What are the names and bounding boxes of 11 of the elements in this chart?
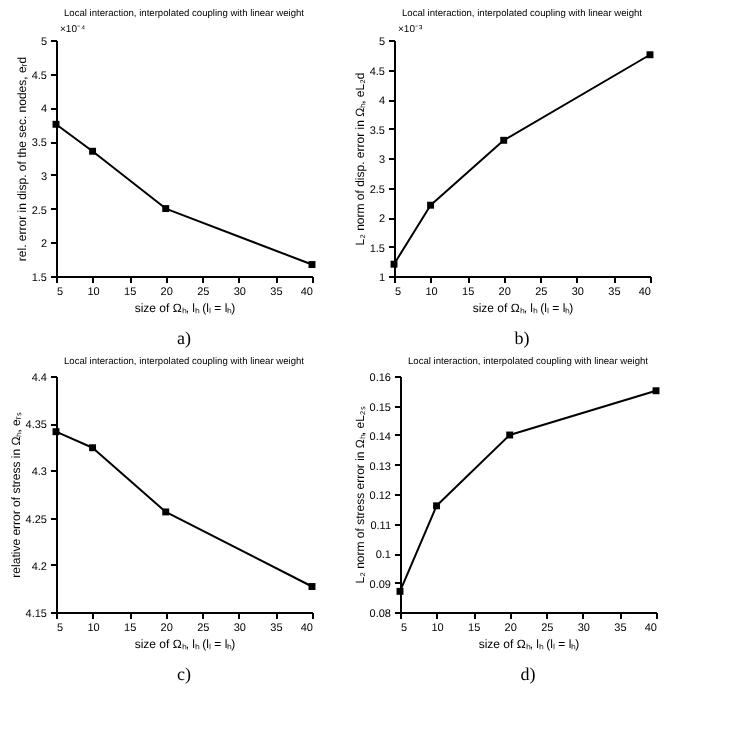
text: b) (514, 328, 530, 348)
point (89, 444, 97, 452)
point (427, 201, 435, 209)
point (500, 136, 508, 144)
point (433, 502, 441, 510)
point (89, 147, 97, 155)
text: d) (520, 664, 536, 684)
point (162, 508, 170, 516)
text: a) (177, 328, 191, 348)
point (162, 205, 170, 213)
text: c) (177, 664, 191, 684)
